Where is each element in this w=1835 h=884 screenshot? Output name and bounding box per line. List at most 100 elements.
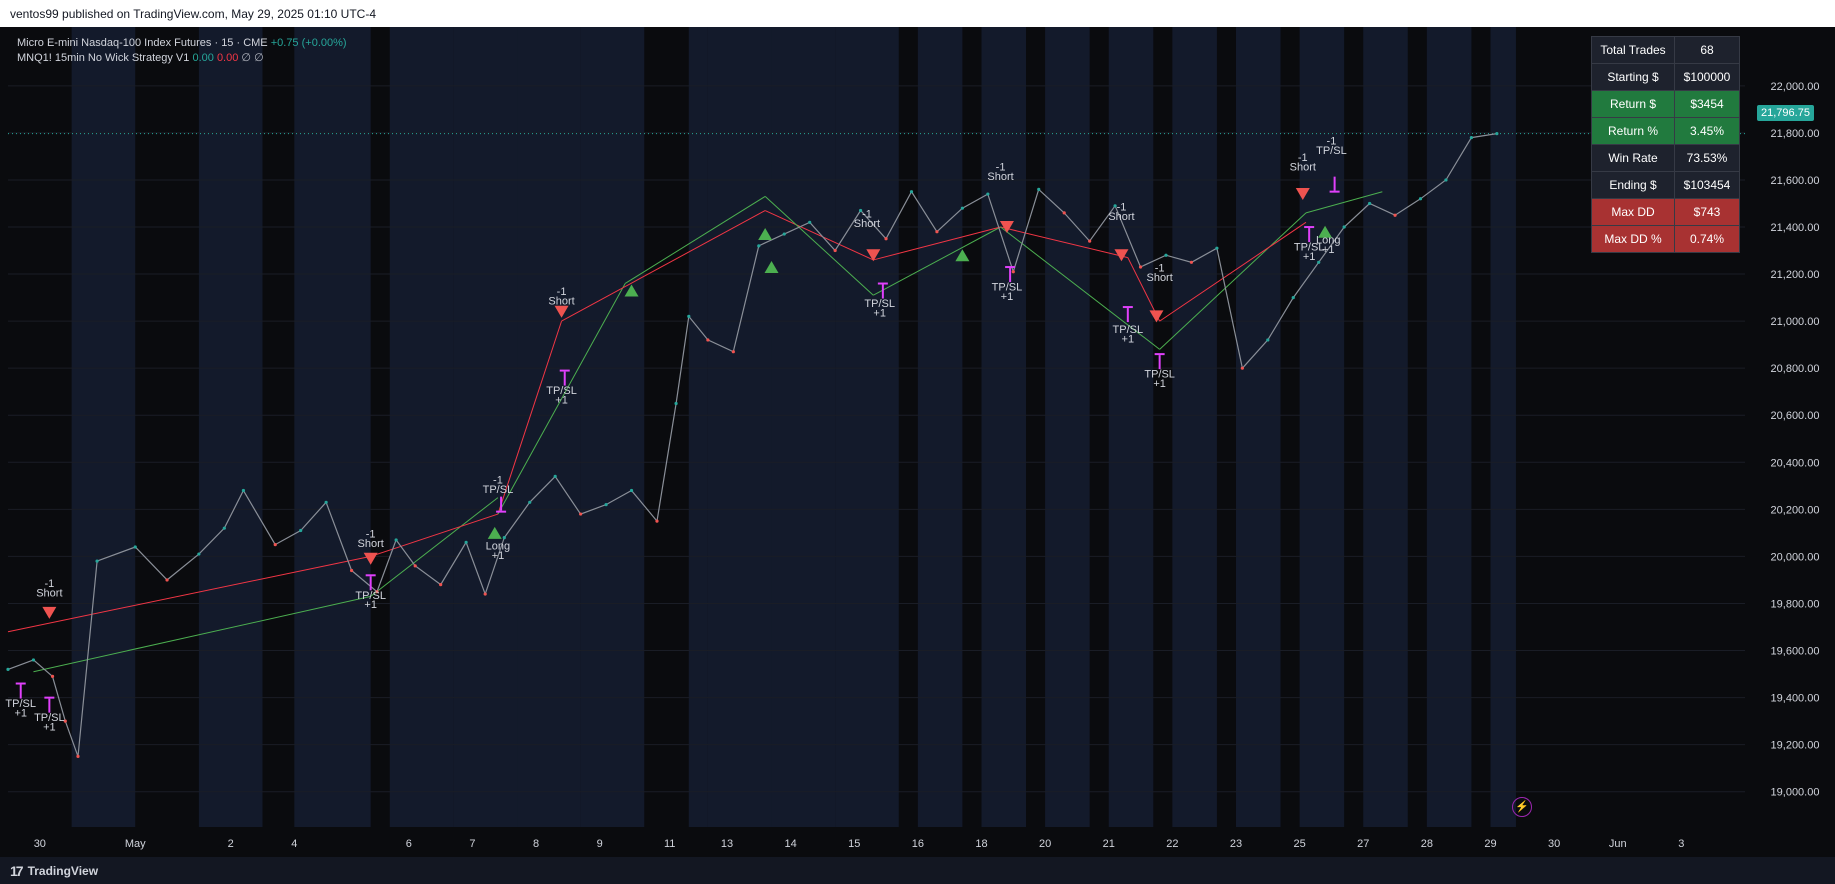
x-tick-label: 4 [291,838,297,850]
price-point [1393,213,1397,217]
price-point [1215,246,1219,250]
price-point [133,545,137,549]
lightning-icon[interactable]: ⚡ [1512,797,1532,817]
price-point [31,658,36,662]
trade-annotation: Short [987,171,1013,183]
price-point [1062,211,1066,215]
long-entry-marker [955,249,970,262]
trade-annotation: Short [1290,162,1316,174]
x-tick-label: 20 [1039,838,1051,850]
short-entry-marker [999,221,1014,233]
y-tick-label: 21,800.00 [1771,128,1820,140]
trade-annotation: Short [1108,211,1134,223]
stats-value: 73.53% [1674,144,1740,172]
y-tick-label: 22,000.00 [1771,81,1820,93]
y-tick-label: 20,000.00 [1771,551,1820,563]
price-point [324,500,328,504]
price-point [731,350,735,354]
price-point [1240,366,1244,370]
price-point [782,232,786,236]
price-point [165,578,169,582]
trade-annotation: +1 [1303,251,1316,263]
session-band [1426,27,1472,827]
price-point [960,206,964,210]
y-tick-label: 21,000.00 [1771,316,1820,328]
price-point [1444,178,1448,182]
x-tick-label: 3 [1678,838,1684,850]
trade-annotation: TP/SL [1144,369,1175,381]
price-point [76,754,80,759]
x-tick-label: 28 [1421,838,1433,850]
trade-annotation: TP/SL [34,712,65,724]
stats-row: Win Rate 73.53% [1591,144,1740,172]
trade-annotation: -1 [1117,202,1127,214]
stats-row: Max DD % 0.74% [1591,225,1740,253]
stats-value: 0.74% [1674,225,1740,253]
short-entry-marker [1114,249,1129,262]
trade-annotation: Long [486,540,510,552]
footer-brand[interactable]: TradingView [27,863,99,878]
chart-area[interactable]: 22,000.00 21,800.00 21,600.00 21,400.00 21,2… [0,27,1835,857]
price-point [833,248,837,253]
price-point [1011,270,1015,274]
publish-text: ventos99 published on TradingView.com, M… [10,6,376,21]
stats-row: Starting $ $100000 [1591,63,1740,91]
stats-label: Max DD [1591,198,1675,226]
x-tick-label: 9 [597,838,603,850]
x-tick-label: 25 [1293,838,1305,850]
trade-line-short [764,210,874,261]
trade-line-short [1000,226,1128,259]
trade-line-long [1000,226,1160,350]
strategy-value-1: 0.00 [192,52,214,64]
price-point [674,401,678,406]
price-chart[interactable]: 22,000.00 21,800.00 21,600.00 21,400.00 21,2… [0,27,1835,857]
x-tick-label: 8 [533,838,539,850]
price-point [629,488,634,493]
short-entry-marker [1149,310,1164,323]
x-tick-label: 14 [784,838,796,850]
price-point [757,244,761,248]
stats-label: Max DD % [1591,225,1675,253]
y-tick-label: 19,600.00 [1771,646,1820,658]
trade-annotation: +1 [364,599,377,611]
x-tick-label: 6 [406,838,412,850]
trade-annotation: Short [854,218,880,230]
trade-annotation: TP/SL [1113,324,1144,336]
price-point [1138,265,1143,269]
price-point [6,667,10,671]
session-band [1172,27,1217,827]
y-tick-label: 21,200.00 [1771,269,1820,281]
x-tick-label: Jun [1609,838,1627,850]
trade-line-short [873,226,1001,261]
strategy-stats-table: Total Trades 68 Starting $ $100000 Return $ $… [1591,36,1740,253]
trade-annotation: +1 [555,394,568,406]
symbol-line[interactable]: Micro E-mini Nasdaq-100 Index Futures · … [17,36,347,51]
y-tick-label: 19,800.00 [1771,598,1820,610]
price-point [241,488,246,493]
long-entry-marker [624,284,639,297]
session-band [835,27,899,827]
session-band [1045,27,1090,827]
trade-annotation: +1 [14,707,27,719]
price-point [1291,295,1295,300]
trade-line-short [370,513,499,557]
stats-row: Return $ $3454 [1591,90,1740,118]
long-entry-marker [487,526,502,539]
price-point [1266,338,1270,342]
trade-annotation: -1 [862,209,872,221]
short-entry-marker [42,606,57,619]
trade-line-long [370,497,499,597]
price-point [1113,204,1117,208]
session-band [198,27,263,827]
trade-line-short [561,210,766,322]
x-tick-label: 30 [34,838,46,850]
publish-bar: ventos99 published on TradingView.com, M… [0,0,1835,27]
price-point [604,503,608,507]
stats-row: Return % 3.45% [1591,117,1740,145]
trade-annotation: TP/SL [546,385,577,397]
strategy-line[interactable]: MNQ1! 15min No Wick Strategy V1 0.00 0.0… [17,51,347,66]
trade-line-long [1159,212,1307,350]
price-point [935,230,939,234]
price-point [1164,253,1168,257]
session-band [1363,27,1408,827]
